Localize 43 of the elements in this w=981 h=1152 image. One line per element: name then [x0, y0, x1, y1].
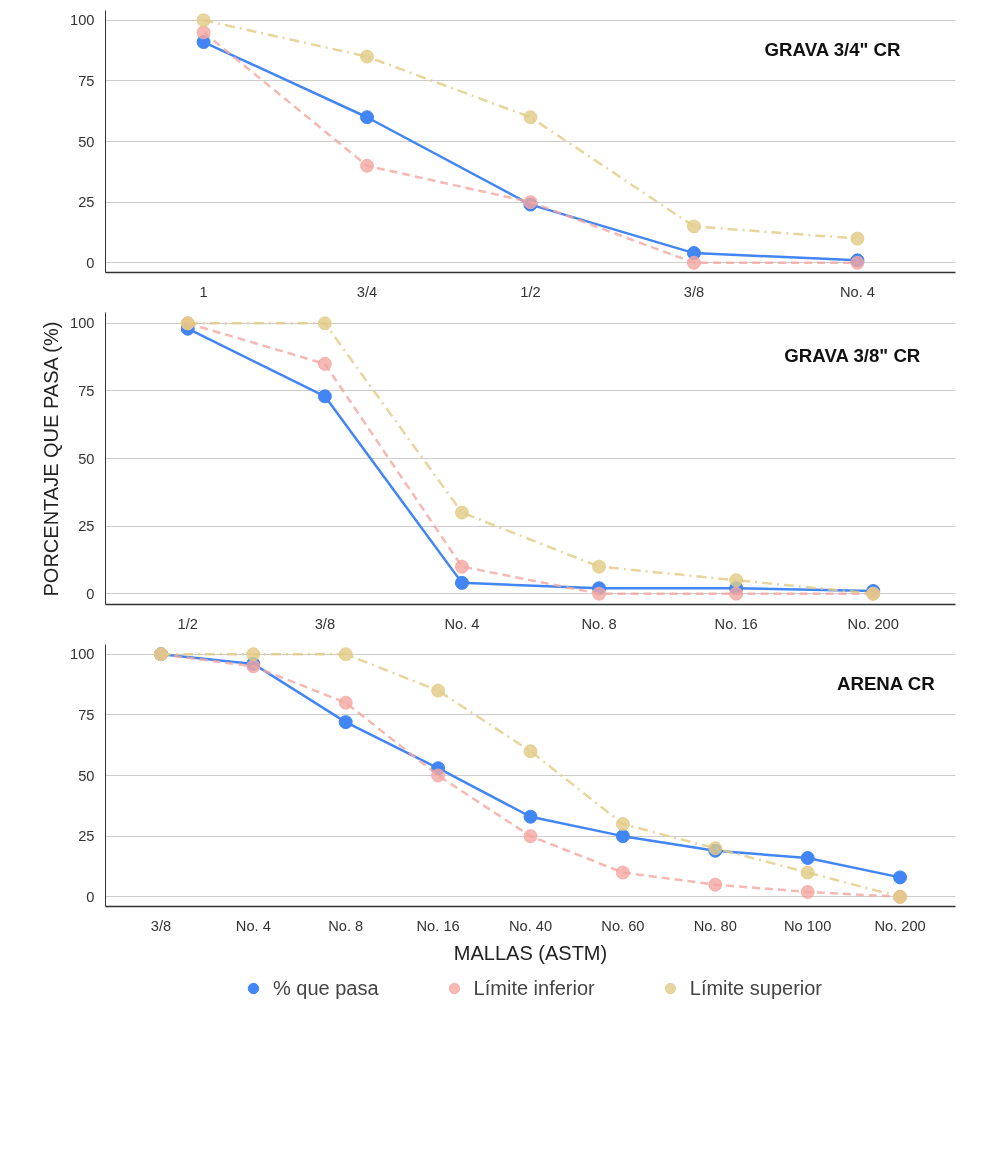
x-tick-label: No. 16 [416, 917, 460, 934]
y-tick-label: 100 [70, 315, 95, 332]
x-tick-label: No. 16 [714, 615, 758, 632]
y-tick-label: 0 [86, 585, 95, 602]
y-tick-label: 50 [78, 133, 95, 150]
y-tick-label: 25 [78, 194, 95, 211]
x-tick-label: No. 200 [874, 917, 926, 934]
y-tick-label: 100 [70, 646, 95, 663]
x-tick-label: No. 80 [693, 917, 737, 934]
x-tick-label: 1 [199, 283, 208, 300]
x-tick-label: No. 200 [847, 615, 899, 632]
y-tick-label: 100 [70, 12, 95, 29]
legend-label: % que pasa [272, 976, 379, 1000]
legend-label: Límite superior [689, 976, 823, 1000]
x-tick-label: No. 8 [328, 917, 364, 934]
x-tick-label: 3/8 [683, 283, 705, 300]
x-tick-label: No. 8 [581, 615, 617, 632]
y-tick-label: 25 [78, 518, 95, 535]
y-tick-label: 0 [86, 254, 95, 271]
y-tick-label: 75 [78, 382, 95, 399]
y-tick-label: 50 [78, 767, 95, 784]
y-tick-label: 0 [86, 888, 95, 905]
y-axis-title: PORCENTAJE QUE PASA (%) [40, 321, 63, 597]
y-tick-label: 75 [78, 706, 95, 723]
legend-label: Límite inferior [473, 976, 595, 1000]
y-tick-label: 50 [78, 450, 95, 467]
x-tick-label: No 100 [784, 917, 832, 934]
x-tick-label: 3/4 [356, 283, 378, 300]
text: GRAVA 3/8" CR [784, 345, 921, 367]
x-axis-title: MALLAS (ASTM) [453, 941, 608, 964]
x-tick-label: 3/8 [314, 615, 336, 632]
x-tick-label: No. 4 [839, 283, 875, 300]
y-tick-label: 75 [78, 72, 95, 89]
x-tick-label: 1/2 [177, 615, 198, 632]
x-tick-label: 1/2 [520, 283, 541, 300]
x-tick-label: No. 60 [601, 917, 645, 934]
text: GRAVA 3/4" CR [764, 38, 902, 60]
y-tick-label: 25 [78, 828, 95, 845]
x-tick-label: No. 4 [235, 917, 271, 934]
x-tick-label: 3/8 [150, 917, 172, 934]
x-tick-label: No. 40 [508, 917, 553, 934]
x-tick-label: No. 4 [444, 615, 480, 632]
text: ARENA CR [836, 672, 936, 694]
